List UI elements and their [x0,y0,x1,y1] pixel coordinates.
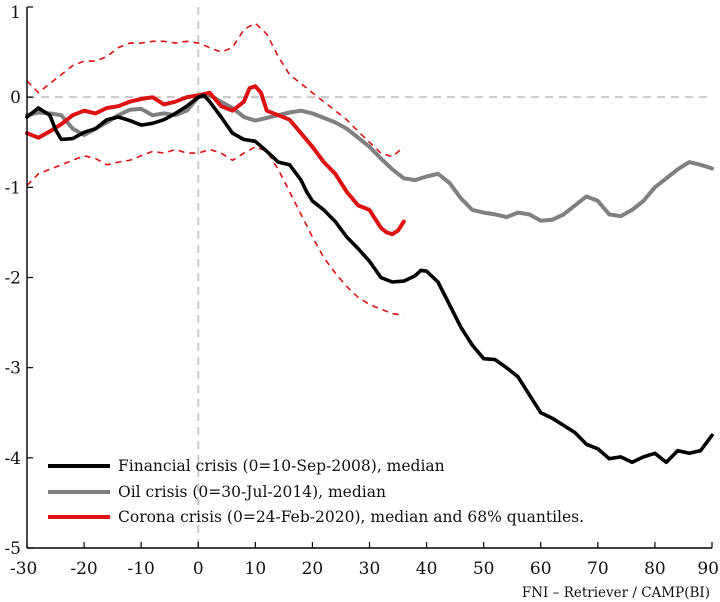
oil-median-line [25,93,714,223]
y-tick-label: -5 [4,539,21,559]
x-tick-label: 20 [302,559,324,579]
y-tick-label: -2 [4,269,21,289]
financial-median-line [25,93,714,465]
financial-legend-label: Financial crisis (0=10-Sep-2008), median [118,457,445,475]
x-tick-label: 70 [587,559,609,579]
source-note: FNI – Retriever / CAMP(BI) [522,585,710,601]
y-tick-label: -1 [4,178,21,198]
corona-median-line [25,84,406,237]
y-tick-label: -4 [4,449,21,469]
corona-quantile-low-line [26,145,404,317]
corona-legend-label: Corona crisis (0=24-Feb-2020), median an… [118,508,584,526]
y-tick-label: 1 [10,3,21,23]
x-tick-label: 80 [644,559,666,579]
series-layer [25,22,714,465]
legend: Financial crisis (0=10-Sep-2008), median… [48,457,584,526]
x-tick-label: 10 [245,559,267,579]
x-tick-label: 60 [530,559,552,579]
x-tick-label: 90 [697,559,719,579]
x-tick-label: -30 [10,559,37,579]
x-tick-label: 50 [473,559,495,579]
x-tick-label: -10 [127,559,154,579]
y-tick-label: -3 [4,359,21,379]
x-tick-label: -20 [70,559,97,579]
x-tick-label: 40 [416,559,438,579]
x-tick-label: 0 [193,559,204,579]
corona-quantile-high-line [26,22,405,158]
y-tick-label: 0 [10,88,21,108]
x-tick-label: 30 [359,559,381,579]
oil-legend-label: Oil crisis (0=30-Jul-2014), median [118,483,386,501]
